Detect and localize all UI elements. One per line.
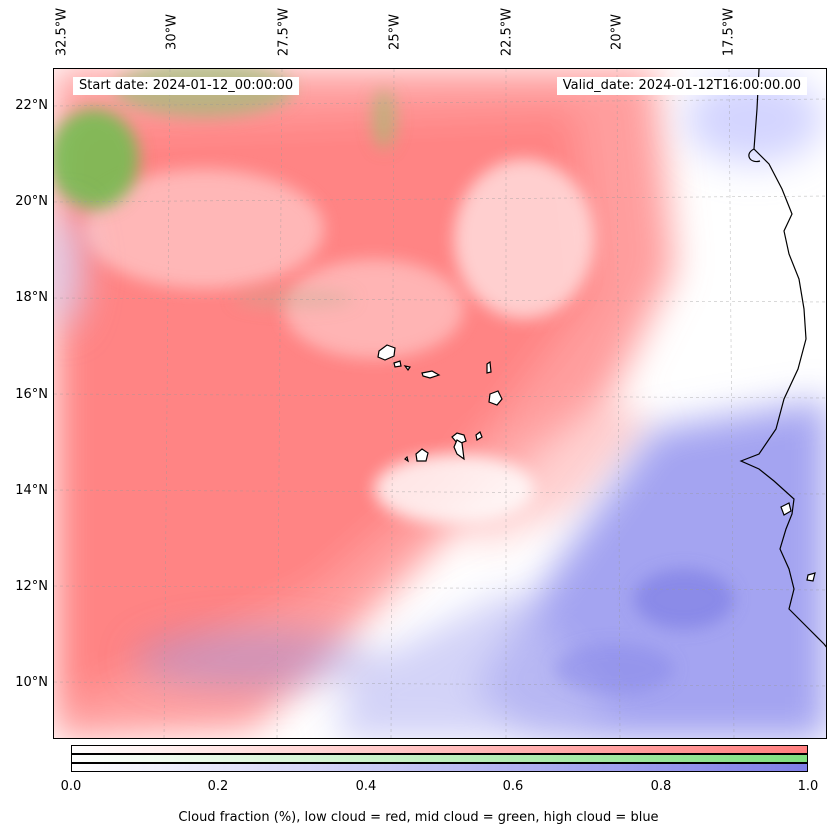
lat-label-14n: 14°N: [15, 483, 48, 498]
colorbar-tick-0-0: 0.0: [60, 779, 82, 794]
valid-date-label: Valid_date: 2024-01-12T16:00:00.00: [556, 77, 807, 95]
lat-label-10n: 10°N: [15, 675, 48, 690]
colorbar-label: Cloud fraction (%), low cloud = red, mid…: [178, 810, 659, 825]
start-date-label: Start date: 2024-01-12_00:00:00: [73, 77, 300, 95]
coastline: [739, 69, 826, 648]
lon-label-20w: 20°W: [609, 14, 625, 50]
map-canvas: [54, 69, 826, 738]
colorbar-low-cloud: [71, 745, 808, 754]
lat-label-18n: 18°N: [15, 290, 48, 305]
lat-label-22n: 22°N: [15, 98, 48, 113]
colorbar-tick-0-6: 0.6: [502, 779, 524, 794]
colorbar-tick-0-8: 0.8: [650, 779, 672, 794]
cloud-fraction-map: Start date: 2024-01-12_00:00:00 Valid_da…: [53, 68, 827, 739]
graticule: [54, 69, 826, 738]
lat-label-20n: 20°N: [15, 194, 48, 209]
high-cloud-layer: [54, 74, 826, 738]
lon-label-32-5w: 32.5°W: [54, 7, 70, 57]
lon-label-27-5w: 27.5°W: [276, 7, 292, 57]
lon-label-25w: 25°W: [387, 14, 403, 50]
lat-label-12n: 12°N: [15, 579, 48, 594]
colorbar-tick-0-4: 0.4: [355, 779, 377, 794]
lon-label-30w: 30°W: [164, 14, 180, 50]
lat-label-16n: 16°N: [15, 387, 48, 402]
colorbar-high-cloud: [71, 763, 808, 772]
colorbar-tick-0-2: 0.2: [207, 779, 229, 794]
lon-label-22-5w: 22.5°W: [499, 7, 515, 57]
colorbar: [71, 745, 808, 772]
cape-verde-islands: [377, 344, 816, 582]
colorbar-mid-cloud: [71, 754, 808, 763]
lon-label-17-5w: 17.5°W: [721, 7, 737, 57]
colorbar-tick-1-0: 1.0: [797, 779, 819, 794]
